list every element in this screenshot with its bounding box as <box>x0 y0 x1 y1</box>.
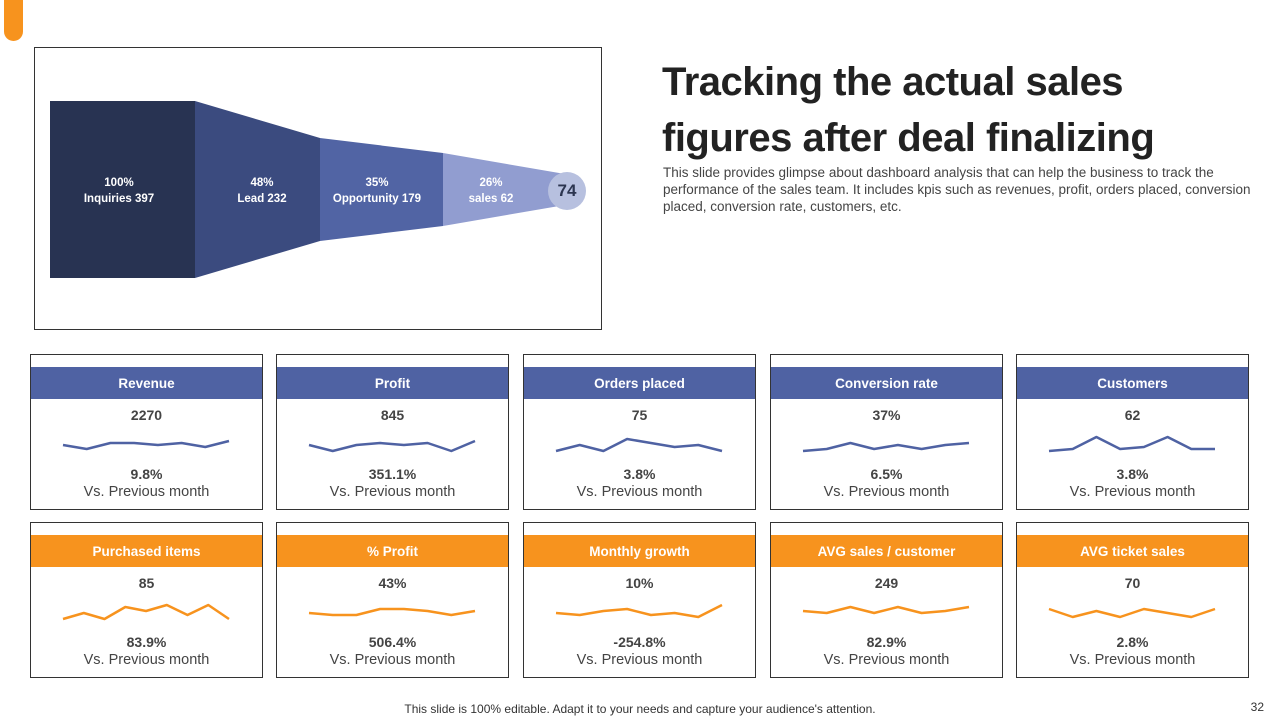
kpi-title: Profit <box>277 367 508 399</box>
sparkline-trend-line <box>308 607 476 617</box>
kpi-sparkline <box>802 605 970 615</box>
kpi-value: 85 <box>138 575 155 591</box>
sparkline-trend-line <box>1048 607 1216 619</box>
kpi-card-avg-ticket-sales: AVG ticket sales 70 2.8% Vs. Previous mo… <box>1016 522 1249 678</box>
kpi-card-purchased-items: Purchased items 85 83.9% Vs. Previous mo… <box>30 522 263 678</box>
funnel-stage-inquiries <box>50 101 195 278</box>
kpi-change: 6.5% <box>870 466 903 482</box>
kpi-value: 70 <box>1124 575 1141 591</box>
kpi-sparkline <box>555 603 723 619</box>
page-number: 32 <box>1250 700 1264 714</box>
sparkline-trend-line <box>1048 435 1215 453</box>
funnel-stage-label-inquiries: 100% Inquiries 397 <box>83 177 155 205</box>
kpi-card-profit: Profit 845 351.1% Vs. Previous month <box>276 354 509 510</box>
kpi-title: Orders placed <box>524 367 755 399</box>
kpi-sparkline <box>308 607 476 617</box>
kpi-value: 2270 <box>130 407 163 423</box>
kpi-compare: Vs. Previous month <box>576 484 703 500</box>
kpi-value: 43% <box>378 575 407 591</box>
kpi-sparkline <box>62 603 230 621</box>
kpi-compare: Vs. Previous month <box>83 484 210 500</box>
sparkline-trend-line <box>802 605 970 615</box>
kpi-sparkline <box>308 439 476 453</box>
funnel-stage-opportunity <box>320 138 443 241</box>
kpi-change: 351.1% <box>368 466 417 482</box>
kpi-change: 3.8% <box>623 466 656 482</box>
kpi-title: Revenue <box>31 367 262 399</box>
kpi-change: 9.8% <box>130 466 163 482</box>
kpi-sparkline <box>555 437 723 453</box>
kpi-card-revenue: Revenue 2270 9.8% Vs. Previous month <box>30 354 263 510</box>
kpi-card-percent-profit: % Profit 43% 506.4% Vs. Previous month <box>276 522 509 678</box>
orange-accent-tab <box>4 0 23 41</box>
kpi-card-conversion-rate: Conversion rate 37% 6.5% Vs. Previous mo… <box>770 354 1003 510</box>
kpi-compare: Vs. Previous month <box>823 484 950 500</box>
kpi-change: 3.8% <box>1116 466 1149 482</box>
kpi-change: -254.8% <box>613 634 666 650</box>
sparkline-trend-line <box>62 439 230 451</box>
page-title: Tracking the actual sales figures after … <box>662 60 1155 160</box>
kpi-value: 75 <box>631 407 648 423</box>
funnel-end-value: 74 <box>548 172 586 210</box>
kpi-change: 506.4% <box>368 634 417 650</box>
funnel-graphic <box>50 101 565 278</box>
kpi-change: 83.9% <box>126 634 167 650</box>
kpi-sparkline <box>1048 435 1215 453</box>
kpi-sparkline <box>1048 607 1216 619</box>
kpi-value: 845 <box>380 407 405 423</box>
sparkline-trend-line <box>308 439 476 453</box>
kpi-compare: Vs. Previous month <box>329 652 456 668</box>
kpi-card-monthly-growth: Monthly growth 10% -254.8% Vs. Previous … <box>523 522 756 678</box>
kpi-title: AVG sales / customer <box>771 535 1002 567</box>
kpi-sparkline <box>62 439 230 451</box>
kpi-value: 10% <box>625 575 654 591</box>
kpi-card-customers: Customers 62 3.8% Vs. Previous month <box>1016 354 1249 510</box>
footer-note: This slide is 100% editable. Adapt it to… <box>404 702 876 716</box>
sparkline-trend-line <box>555 603 723 619</box>
sparkline-trend-line <box>802 441 970 453</box>
page-description: This slide provides glimpse about dashbo… <box>663 165 1251 214</box>
funnel-stage-sales <box>443 153 565 226</box>
kpi-compare: Vs. Previous month <box>329 484 456 500</box>
kpi-value: 62 <box>1124 407 1141 423</box>
kpi-sparkline <box>802 441 970 453</box>
sparkline-trend-line <box>62 603 230 621</box>
kpi-title: Customers <box>1017 367 1248 399</box>
sparkline-trend-line <box>555 437 723 453</box>
kpi-title: Conversion rate <box>771 367 1002 399</box>
kpi-compare: Vs. Previous month <box>823 652 950 668</box>
funnel-stage-label-sales: 26% sales 62 <box>468 177 514 205</box>
kpi-change: 2.8% <box>1116 634 1149 650</box>
kpi-title: Monthly growth <box>524 535 755 567</box>
kpi-title: % Profit <box>277 535 508 567</box>
funnel-stage-label-opportunity: 35% Opportunity 179 <box>332 177 422 205</box>
kpi-compare: Vs. Previous month <box>576 652 703 668</box>
sales-funnel-panel: 100% Inquiries 397 48% Lead 232 35% Oppo… <box>34 47 602 330</box>
kpi-change: 82.9% <box>866 634 907 650</box>
kpi-card-orders-placed: Orders placed 75 3.8% Vs. Previous month <box>523 354 756 510</box>
kpi-compare: Vs. Previous month <box>83 652 210 668</box>
kpi-value: 249 <box>874 575 899 591</box>
kpi-compare: Vs. Previous month <box>1069 652 1196 668</box>
kpi-title: AVG ticket sales <box>1017 535 1248 567</box>
funnel-stage-label-lead: 48% Lead 232 <box>237 177 287 205</box>
kpi-title: Purchased items <box>31 535 262 567</box>
funnel-stage-lead <box>195 101 320 278</box>
kpi-value: 37% <box>872 407 901 423</box>
kpi-card-avg-sales-per-customer: AVG sales / customer 249 82.9% Vs. Previ… <box>770 522 1003 678</box>
kpi-compare: Vs. Previous month <box>1069 484 1196 500</box>
